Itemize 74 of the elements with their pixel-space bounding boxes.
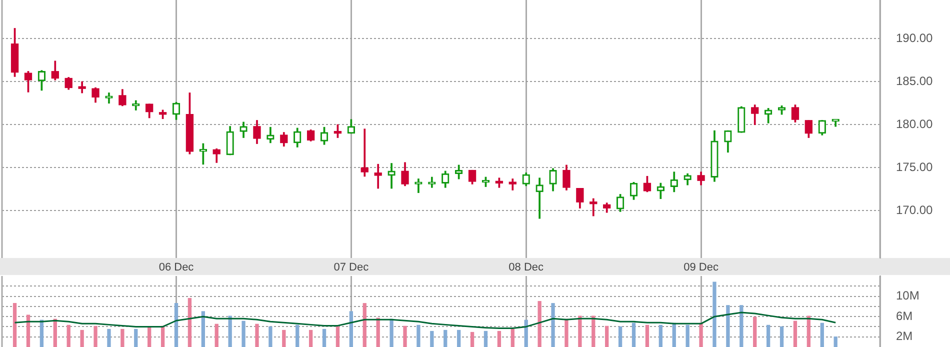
bar xyxy=(457,330,461,347)
bar xyxy=(686,324,690,347)
bar xyxy=(793,320,798,347)
bar xyxy=(712,282,716,347)
bar xyxy=(578,316,582,347)
y-tick-label: 2M xyxy=(896,329,913,344)
bar xyxy=(362,303,366,347)
y-tick-label: 175.00 xyxy=(896,160,934,174)
bar xyxy=(26,314,30,347)
y-tick-label: 10M xyxy=(896,288,920,303)
bar xyxy=(430,330,434,347)
bar xyxy=(40,320,44,347)
bar xyxy=(632,322,636,347)
bar xyxy=(282,330,286,347)
bar xyxy=(12,303,17,347)
bar xyxy=(376,318,380,347)
bar xyxy=(174,303,178,347)
bar xyxy=(228,316,232,347)
bar xyxy=(188,298,192,347)
bar xyxy=(296,324,300,347)
bar xyxy=(107,328,111,347)
bar xyxy=(484,330,488,347)
bar xyxy=(806,316,811,347)
bar xyxy=(470,332,474,347)
x-tick-label: 09 Dec xyxy=(684,262,719,274)
bar xyxy=(120,328,124,347)
bar xyxy=(242,320,246,347)
bar xyxy=(753,316,757,347)
bar xyxy=(53,318,57,347)
y-tick-label: 170.00 xyxy=(896,203,934,218)
candlestick xyxy=(590,198,598,216)
x-tick-label: 06 Dec xyxy=(158,262,194,274)
bar xyxy=(766,324,770,347)
bar xyxy=(592,316,596,347)
bar xyxy=(66,324,70,347)
bar xyxy=(726,305,730,347)
bar xyxy=(308,330,313,347)
bar xyxy=(740,305,744,347)
bar xyxy=(80,330,84,347)
bar xyxy=(551,303,555,347)
bar xyxy=(605,326,609,347)
bar xyxy=(510,328,514,347)
bar xyxy=(148,326,152,347)
bar xyxy=(255,324,259,347)
bar xyxy=(214,324,218,347)
bar xyxy=(618,326,622,347)
bar xyxy=(349,311,354,347)
bar xyxy=(564,318,568,347)
bar xyxy=(416,324,420,347)
bar xyxy=(699,322,703,347)
bar xyxy=(390,318,394,347)
candlestick xyxy=(360,128,368,177)
bar xyxy=(201,311,205,347)
bar xyxy=(336,326,340,347)
bar xyxy=(820,322,824,347)
bar xyxy=(268,326,272,347)
bar xyxy=(444,330,448,347)
candlestick xyxy=(374,164,382,189)
bar xyxy=(322,328,326,347)
bar xyxy=(134,328,138,347)
bar xyxy=(645,324,650,347)
bar xyxy=(834,336,838,347)
y-tick-label: 6M xyxy=(896,308,913,323)
y-tick-label: 185.00 xyxy=(896,74,934,88)
x-tick-label: 07 Dec xyxy=(334,262,370,274)
bar xyxy=(780,326,784,347)
x-tick-label: 08 Dec xyxy=(508,262,544,274)
bar xyxy=(538,301,542,347)
bar xyxy=(403,326,407,347)
bar xyxy=(658,324,662,347)
bar xyxy=(497,330,502,347)
bar xyxy=(94,326,98,347)
y-tick-label: 180.00 xyxy=(896,117,934,132)
y-tick-label: 190.00 xyxy=(896,31,934,46)
